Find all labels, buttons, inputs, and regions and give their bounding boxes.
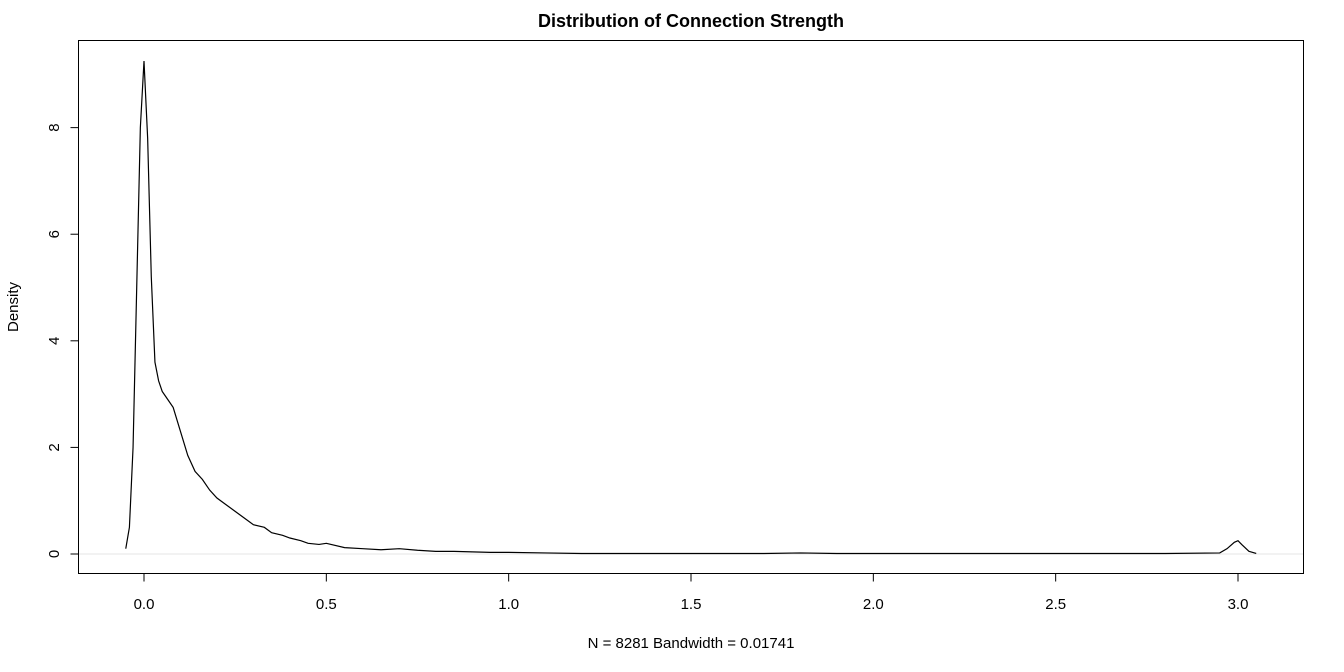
y-tick-label: 0 xyxy=(46,550,63,558)
density-curve xyxy=(125,60,1257,555)
x-tick-label: 3.0 xyxy=(1228,596,1249,613)
x-axis: 0.0 0.5 1.0 1.5 2.0 2.5 3.0 xyxy=(134,573,1249,613)
y-tick-label: 4 xyxy=(46,337,63,345)
x-tick-label: 0.5 xyxy=(316,596,337,613)
x-tick-label: 2.5 xyxy=(1045,596,1066,613)
x-tick-label: 1.5 xyxy=(681,596,702,613)
x-axis-label: N = 8281 Bandwidth = 0.01741 xyxy=(588,635,795,652)
y-axis: 0 2 4 6 8 xyxy=(46,123,79,558)
y-tick-label: 6 xyxy=(46,230,63,238)
y-axis-label: Density xyxy=(5,281,22,332)
x-tick-label: 1.0 xyxy=(498,596,519,613)
y-tick-label: 2 xyxy=(46,443,63,451)
chart-title: Distribution of Connection Strength xyxy=(538,11,844,31)
x-tick-label: 2.0 xyxy=(863,596,884,613)
y-tick-label: 8 xyxy=(46,123,63,131)
x-tick-label: 0.0 xyxy=(134,596,155,613)
plot-frame xyxy=(78,40,1304,574)
